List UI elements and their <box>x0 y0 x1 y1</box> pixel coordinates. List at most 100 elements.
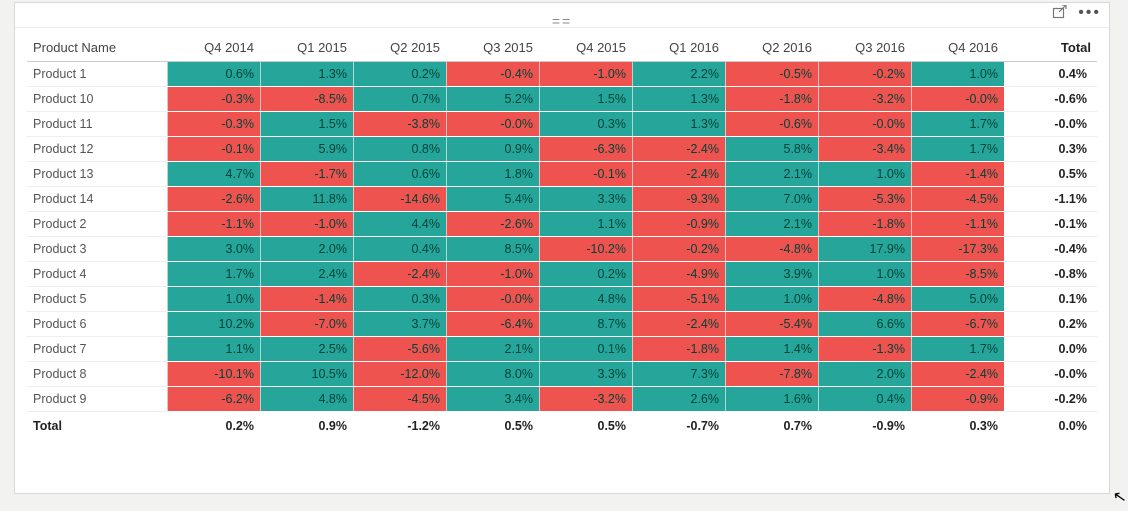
data-cell[interactable]: 3.0% <box>167 237 260 262</box>
data-cell[interactable]: 1.5% <box>539 87 632 112</box>
data-cell[interactable]: 7.0% <box>725 187 818 212</box>
data-cell[interactable]: -0.0% <box>818 112 911 137</box>
data-cell[interactable]: -4.8% <box>818 287 911 312</box>
data-cell[interactable]: 2.6% <box>632 387 725 412</box>
data-cell[interactable]: 0.6% <box>353 162 446 187</box>
data-cell[interactable]: -10.1% <box>167 362 260 387</box>
data-cell[interactable]: -0.1% <box>539 162 632 187</box>
data-cell[interactable]: 1.3% <box>632 112 725 137</box>
data-cell[interactable]: 1.7% <box>911 137 1004 162</box>
data-cell[interactable]: -1.0% <box>260 212 353 237</box>
data-cell[interactable]: 3.3% <box>539 187 632 212</box>
data-cell[interactable]: 0.6% <box>167 62 260 87</box>
data-cell[interactable]: -7.8% <box>725 362 818 387</box>
data-cell[interactable]: -2.4% <box>632 312 725 337</box>
data-cell[interactable]: -4.5% <box>911 187 1004 212</box>
row-header[interactable]: Product 8 <box>27 362 167 387</box>
row-header[interactable]: Product 6 <box>27 312 167 337</box>
row-total-cell[interactable]: 0.4% <box>1004 62 1097 87</box>
data-cell[interactable]: 0.3% <box>353 287 446 312</box>
row-total-cell[interactable]: 0.0% <box>1004 337 1097 362</box>
data-cell[interactable]: -0.2% <box>632 237 725 262</box>
data-cell[interactable]: 4.4% <box>353 212 446 237</box>
row-total-cell[interactable]: -0.0% <box>1004 362 1097 387</box>
data-cell[interactable]: 0.1% <box>539 337 632 362</box>
data-cell[interactable]: 2.1% <box>446 337 539 362</box>
data-cell[interactable]: -0.0% <box>911 87 1004 112</box>
data-cell[interactable]: -6.4% <box>446 312 539 337</box>
data-cell[interactable]: 5.0% <box>911 287 1004 312</box>
data-cell[interactable]: 5.9% <box>260 137 353 162</box>
row-header[interactable]: Product 4 <box>27 262 167 287</box>
data-cell[interactable]: 8.5% <box>446 237 539 262</box>
data-cell[interactable]: -1.4% <box>260 287 353 312</box>
row-header[interactable]: Product 11 <box>27 112 167 137</box>
data-cell[interactable]: 2.4% <box>260 262 353 287</box>
row-header[interactable]: Product 5 <box>27 287 167 312</box>
data-cell[interactable]: -10.2% <box>539 237 632 262</box>
data-cell[interactable]: -6.7% <box>911 312 1004 337</box>
data-cell[interactable]: 4.8% <box>539 287 632 312</box>
data-cell[interactable]: -5.3% <box>818 187 911 212</box>
data-cell[interactable]: 0.4% <box>353 237 446 262</box>
data-cell[interactable]: -2.4% <box>353 262 446 287</box>
data-cell[interactable]: -1.0% <box>446 262 539 287</box>
data-cell[interactable]: -3.8% <box>353 112 446 137</box>
data-cell[interactable]: -1.8% <box>725 87 818 112</box>
data-cell[interactable]: 1.1% <box>539 212 632 237</box>
data-cell[interactable]: 1.0% <box>725 287 818 312</box>
data-cell[interactable]: 10.5% <box>260 362 353 387</box>
data-cell[interactable]: -3.4% <box>818 137 911 162</box>
data-cell[interactable]: 1.3% <box>260 62 353 87</box>
data-cell[interactable]: 2.0% <box>818 362 911 387</box>
row-header[interactable]: Product 12 <box>27 137 167 162</box>
data-cell[interactable]: 8.0% <box>446 362 539 387</box>
data-cell[interactable]: -7.0% <box>260 312 353 337</box>
data-cell[interactable]: 1.0% <box>818 262 911 287</box>
data-cell[interactable]: 2.1% <box>725 162 818 187</box>
column-header-period[interactable]: Q3 2016 <box>818 36 911 62</box>
data-cell[interactable]: -1.1% <box>167 212 260 237</box>
row-total-cell[interactable]: 0.3% <box>1004 137 1097 162</box>
data-cell[interactable]: -0.1% <box>167 137 260 162</box>
more-options-icon[interactable]: ••• <box>1078 5 1101 21</box>
column-header-product-name[interactable]: Product Name <box>27 36 167 62</box>
data-cell[interactable]: 3.4% <box>446 387 539 412</box>
data-cell[interactable]: 1.1% <box>167 337 260 362</box>
data-cell[interactable]: 1.0% <box>167 287 260 312</box>
data-cell[interactable]: 1.7% <box>911 337 1004 362</box>
row-total-cell[interactable]: -0.1% <box>1004 212 1097 237</box>
data-cell[interactable]: -0.9% <box>632 212 725 237</box>
data-cell[interactable]: -1.3% <box>818 337 911 362</box>
data-cell[interactable]: 10.2% <box>167 312 260 337</box>
data-cell[interactable]: 0.8% <box>353 137 446 162</box>
data-cell[interactable]: -8.5% <box>911 262 1004 287</box>
data-cell[interactable]: -14.6% <box>353 187 446 212</box>
data-cell[interactable]: 2.1% <box>725 212 818 237</box>
column-header-period[interactable]: Q4 2016 <box>911 36 1004 62</box>
data-cell[interactable]: 1.4% <box>725 337 818 362</box>
data-cell[interactable]: 1.3% <box>632 87 725 112</box>
data-cell[interactable]: 1.0% <box>818 162 911 187</box>
data-cell[interactable]: -1.4% <box>911 162 1004 187</box>
row-total-cell[interactable]: -1.1% <box>1004 187 1097 212</box>
row-total-cell[interactable]: 0.2% <box>1004 312 1097 337</box>
focus-mode-icon[interactable] <box>1052 5 1068 21</box>
row-header[interactable]: Product 9 <box>27 387 167 412</box>
data-cell[interactable]: -0.3% <box>167 87 260 112</box>
data-cell[interactable]: 17.9% <box>818 237 911 262</box>
row-header[interactable]: Product 3 <box>27 237 167 262</box>
column-header-period[interactable]: Q1 2016 <box>632 36 725 62</box>
column-header-period[interactable]: Q4 2015 <box>539 36 632 62</box>
column-header-period[interactable]: Q2 2016 <box>725 36 818 62</box>
data-cell[interactable]: 0.7% <box>353 87 446 112</box>
data-cell[interactable]: 3.7% <box>353 312 446 337</box>
row-header[interactable]: Product 2 <box>27 212 167 237</box>
data-cell[interactable]: 5.2% <box>446 87 539 112</box>
data-cell[interactable]: -0.0% <box>446 112 539 137</box>
row-header[interactable]: Product 1 <box>27 62 167 87</box>
data-cell[interactable]: 5.8% <box>725 137 818 162</box>
data-cell[interactable]: -1.8% <box>818 212 911 237</box>
data-cell[interactable]: -5.1% <box>632 287 725 312</box>
data-cell[interactable]: -17.3% <box>911 237 1004 262</box>
